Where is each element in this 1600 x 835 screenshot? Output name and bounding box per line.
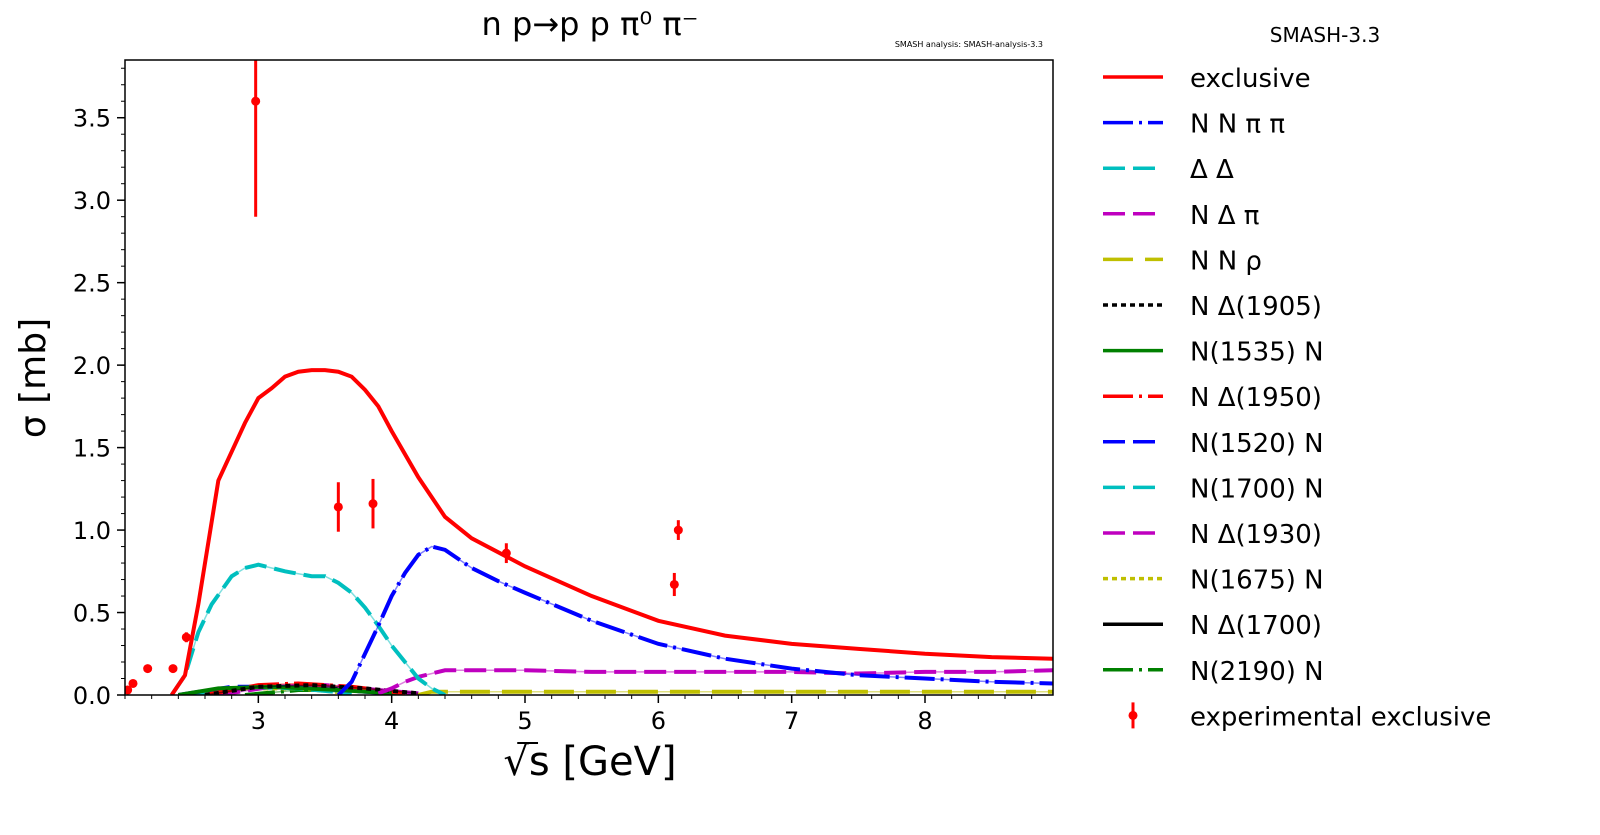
data-point	[168, 664, 178, 674]
legend-label: N(1700) N	[1190, 474, 1324, 504]
series-line-n-	[377, 668, 1053, 695]
y-tick-label: 2.0	[73, 352, 111, 380]
y-tick-label: 3.5	[73, 105, 111, 133]
data-point	[251, 96, 261, 106]
watermark: SMASH analysis: SMASH-analysis-3.3	[895, 40, 1043, 49]
legend-label: N Δ(1950)	[1190, 383, 1322, 413]
series-line-n-n-	[336, 544, 1053, 695]
y-tick-label: 3.0	[73, 187, 111, 215]
legend-label: N(1675) N	[1190, 566, 1324, 596]
legend-label: N(1520) N	[1190, 429, 1324, 459]
legend-label: N Δ(1700)	[1190, 611, 1322, 641]
y-tick-label: 0.0	[73, 682, 111, 710]
x-tick-label: 4	[384, 707, 399, 735]
legend-label: N Δ(1905)	[1190, 292, 1322, 322]
y-axis-label: σ [mb]	[13, 318, 54, 438]
data-point	[673, 525, 683, 535]
legend-label: Δ Δ	[1190, 155, 1234, 185]
data-point	[143, 664, 153, 674]
legend-label: N N π π	[1190, 110, 1285, 140]
legend-label: N Δ(1930)	[1190, 520, 1322, 550]
legend-label: experimental exclusive	[1190, 702, 1491, 732]
legend-label: N(1535) N	[1190, 338, 1324, 368]
legend-label: exclusive	[1190, 64, 1311, 94]
series-line--	[170, 562, 446, 695]
y-tick-label: 0.5	[73, 600, 111, 628]
data-point	[669, 579, 679, 589]
legend-title: SMASH-3.3	[1270, 23, 1380, 47]
plot-frame	[124, 59, 1054, 696]
x-tick-label: 8	[917, 707, 932, 735]
data-point	[125, 685, 133, 695]
x-tick-label: 3	[251, 707, 266, 735]
data-point	[368, 499, 378, 509]
y-tick-label: 1.0	[73, 517, 111, 545]
series-thin-line	[171, 563, 446, 695]
x-tick-label: 5	[517, 707, 532, 735]
series-line-exclusive	[170, 368, 1053, 695]
data-point	[181, 632, 191, 642]
data-point	[128, 678, 138, 688]
x-tick-label: 6	[651, 707, 666, 735]
y-tick-label: 1.5	[73, 435, 111, 463]
x-tick-label: 7	[784, 707, 799, 735]
data-point	[333, 502, 343, 512]
legend-marker	[1128, 710, 1138, 720]
legend-label: N N ρ	[1190, 246, 1262, 276]
x-axis-label: √s [GeV]	[503, 739, 676, 785]
data-point	[501, 548, 511, 558]
legend-label: N Δ π	[1190, 201, 1259, 231]
series-thin-line	[171, 369, 1053, 695]
legend-label: N(2190) N	[1190, 657, 1324, 687]
chart-title: n p→p p π⁰ π⁻	[482, 5, 699, 43]
series-line-n-n-	[417, 689, 1053, 695]
series-line-n-2190-n	[244, 688, 406, 695]
y-tick-label: 2.5	[73, 270, 111, 298]
